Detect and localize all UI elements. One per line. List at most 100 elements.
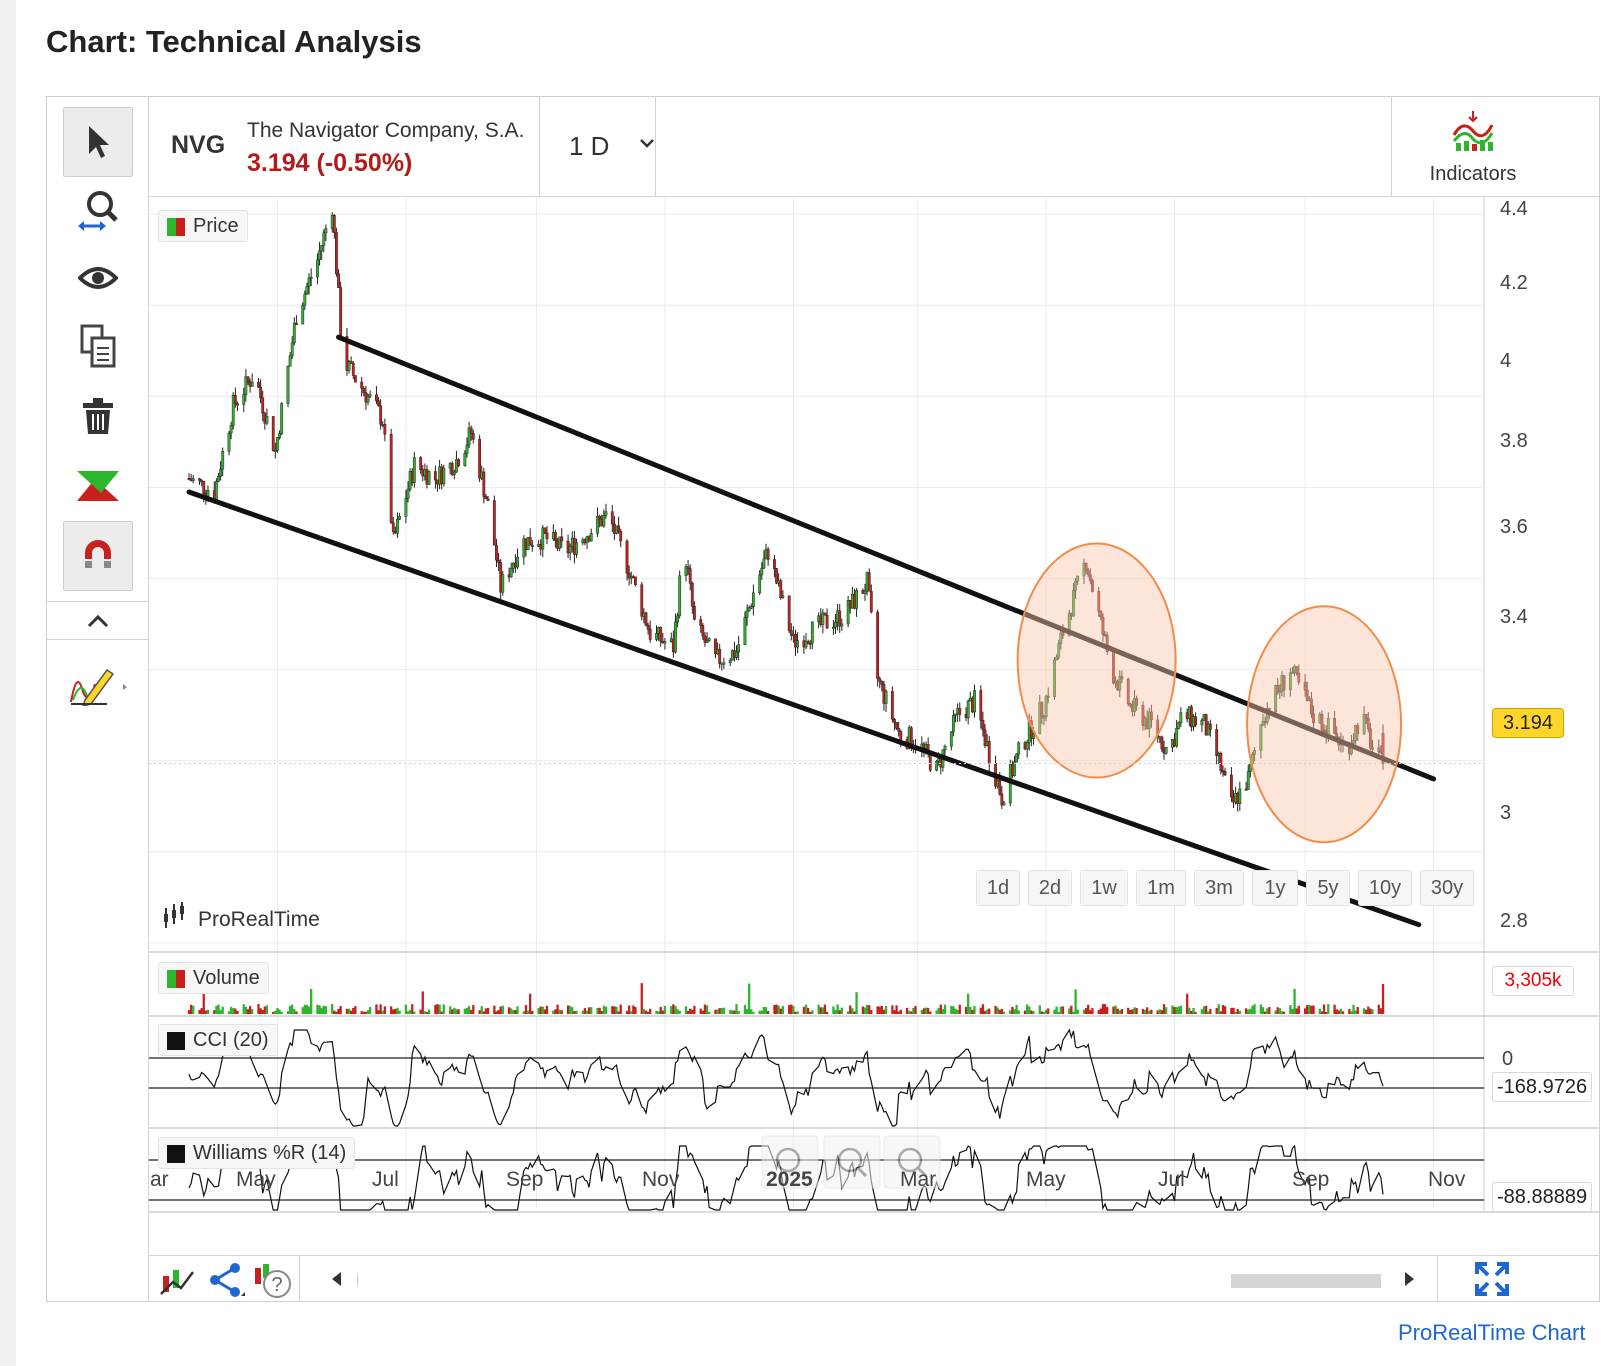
- chevron-down-icon[interactable]: [639, 137, 655, 149]
- volume-bar: [350, 1010, 353, 1014]
- volume-bar: [655, 1010, 658, 1014]
- candle: [404, 490, 408, 524]
- williams-legend[interactable]: Williams %R (14): [158, 1137, 356, 1169]
- undo-icon[interactable]: [761, 1135, 819, 1189]
- fullscreen-icon[interactable]: [1475, 1262, 1509, 1296]
- range-10y-button[interactable]: 10y: [1358, 870, 1412, 906]
- candle-body: [324, 228, 328, 234]
- range-1m-button[interactable]: 1m: [1136, 870, 1186, 906]
- price-change: 3.194 (-0.50%): [247, 149, 413, 177]
- cursor-tool-button[interactable]: [63, 107, 133, 177]
- volume-bar: [1057, 1011, 1060, 1014]
- volume-bar: [1055, 1006, 1058, 1014]
- volume-bar: [347, 1008, 351, 1014]
- candle: [796, 632, 799, 654]
- volume-bar: [1044, 1009, 1048, 1014]
- delete-tool-button[interactable]: [63, 381, 133, 451]
- magnet-tool-button[interactable]: [63, 521, 133, 591]
- volume-bar: [910, 1011, 913, 1014]
- share-icon[interactable]: [207, 1262, 247, 1300]
- volume-bars: [187, 982, 1385, 1014]
- y-tick-label: 3.8: [1500, 430, 1528, 452]
- candle-body: [337, 273, 340, 288]
- volume-bar: [939, 1004, 942, 1014]
- indicators-button[interactable]: Indicators: [1403, 111, 1543, 191]
- candle: [954, 713, 957, 723]
- volume-bar: [394, 1008, 397, 1014]
- candle: [735, 645, 738, 661]
- volume-bar: [611, 1006, 614, 1014]
- candle-body: [1086, 569, 1090, 576]
- volume-bar: [914, 1005, 917, 1014]
- help-icon[interactable]: ?: [251, 1260, 295, 1300]
- candle-body: [876, 611, 880, 679]
- volume-bar: [1068, 1008, 1071, 1014]
- candle-body: [305, 286, 309, 295]
- scroll-right-icon[interactable]: [1403, 1270, 1417, 1288]
- candle-body: [863, 590, 867, 594]
- candle: [958, 702, 962, 722]
- zoom-in-icon[interactable]: [883, 1135, 941, 1189]
- candle: [366, 393, 370, 406]
- range-2d-button[interactable]: 2d: [1028, 870, 1072, 906]
- period-selector[interactable]: 1 D: [569, 131, 610, 161]
- candle-body: [1038, 702, 1042, 735]
- zoom-tool-button[interactable]: [63, 175, 133, 245]
- range-1w-button[interactable]: 1w: [1080, 870, 1128, 906]
- candle-body: [368, 394, 372, 397]
- volume-bar: [453, 1007, 456, 1014]
- drawing-tools-button[interactable]: [63, 649, 133, 719]
- volume-bar: [375, 1004, 378, 1014]
- candle: [303, 290, 307, 311]
- cci-legend[interactable]: CCI (20): [158, 1024, 278, 1056]
- candle-body: [728, 659, 732, 664]
- visibility-tool-button[interactable]: [63, 243, 133, 313]
- copy-tool-button[interactable]: [63, 311, 133, 381]
- volume-bar: [335, 1011, 338, 1014]
- candle: [1288, 667, 1292, 697]
- volume-bar: [411, 1004, 414, 1014]
- ticker-symbol: NVG: [171, 131, 226, 159]
- zoom-out-icon[interactable]: [823, 1135, 881, 1189]
- price-legend[interactable]: Price: [158, 210, 248, 242]
- volume-bar: [922, 1008, 926, 1014]
- indicators-icon: [1452, 111, 1494, 151]
- candle: [749, 603, 753, 609]
- volume-bar: [777, 1005, 780, 1014]
- candle: [1088, 568, 1092, 585]
- range-3m-button[interactable]: 3m: [1194, 870, 1244, 906]
- zoom-out-icon-handle: [856, 1166, 868, 1178]
- prorealtime-chart-link[interactable]: ProRealTime Chart: [1398, 1320, 1586, 1345]
- candle-body: [1320, 714, 1324, 731]
- candle-body: [987, 741, 991, 764]
- candle-body: [743, 617, 747, 645]
- candle-body: [773, 559, 776, 569]
- volume-bar: [585, 1010, 589, 1014]
- candle: [1175, 719, 1179, 748]
- x-tick-label: Jul: [372, 1168, 399, 1191]
- collapse-toolbar-button[interactable]: [63, 603, 133, 639]
- candle-body: [825, 614, 829, 629]
- candle: [627, 565, 631, 586]
- chart-add-icon[interactable]: [159, 1262, 195, 1298]
- volume-bar: [322, 1005, 325, 1014]
- range-1y-button[interactable]: 1y: [1252, 870, 1298, 906]
- volume-bar: [457, 1009, 460, 1014]
- crossover-tool-button[interactable]: [63, 451, 133, 521]
- range-1d-button[interactable]: 1d: [976, 870, 1020, 906]
- range-5y-button[interactable]: 5y: [1306, 870, 1350, 906]
- range-30y-button[interactable]: 30y: [1420, 870, 1474, 906]
- candle: [979, 685, 983, 729]
- scroll-left-icon[interactable]: [329, 1270, 343, 1288]
- candle-body: [688, 568, 692, 584]
- volume-bar: [908, 1010, 911, 1014]
- horizontal-scrollbar[interactable]: [357, 1274, 1397, 1286]
- volume-bar: [1188, 1007, 1191, 1014]
- candle-body: [619, 531, 623, 542]
- scrollbar-thumb[interactable]: [1231, 1274, 1381, 1288]
- volume-legend[interactable]: Volume: [158, 962, 269, 994]
- candle-body: [1156, 719, 1160, 738]
- volume-bar: [823, 1004, 827, 1014]
- candle-body: [1274, 684, 1278, 712]
